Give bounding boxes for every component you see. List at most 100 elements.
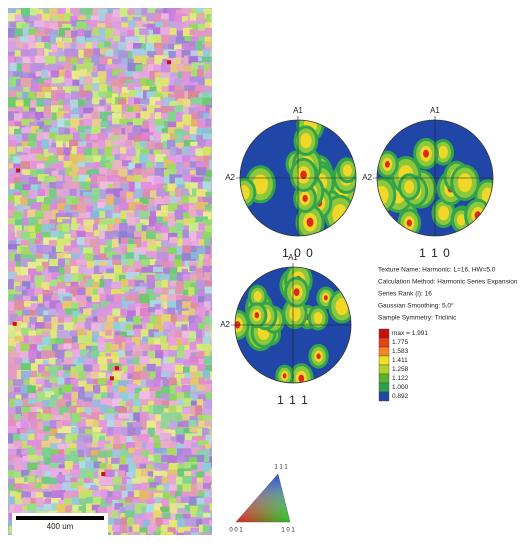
grain [146,323,154,332]
grain [29,316,41,328]
grain [120,435,133,445]
grain [211,42,212,55]
grain [118,50,131,63]
grain [84,384,97,397]
grain [111,288,125,299]
pf-blob [306,217,314,227]
grain [209,315,212,322]
grain [189,322,202,335]
grain [210,153,212,164]
grain [21,63,32,73]
grain [198,322,206,330]
grain [113,205,121,215]
grain [20,534,30,535]
grain [8,97,17,110]
grain [141,387,157,394]
grain [51,70,62,78]
grain [28,225,37,235]
grain [126,106,135,113]
grain [29,22,39,32]
grain [119,456,127,469]
grain [191,62,205,70]
grain [27,288,37,297]
grain [78,141,93,148]
grain [177,30,186,37]
grain [107,114,116,121]
grain [184,531,192,535]
grain [98,420,107,430]
grain [112,398,123,407]
legend-swatch [378,328,390,339]
grain [70,378,82,385]
grain [64,48,75,58]
grain [148,216,162,227]
grain [133,379,147,386]
grain [36,154,44,164]
grain [48,240,63,252]
grain [8,294,16,301]
grain [105,330,112,336]
grain [104,273,118,283]
grain [64,274,73,282]
grain [91,147,104,161]
grain [139,177,151,184]
grain [27,141,36,150]
grain [204,316,212,327]
grain [213,335,224,346]
grain [85,8,97,20]
grain [181,71,192,83]
grain [8,533,13,535]
grain [156,246,165,254]
legend-swatch [378,373,390,384]
grain [92,119,102,133]
grain [140,329,155,340]
grain [78,300,88,311]
grain [72,107,85,118]
grain [78,274,88,281]
grain [99,462,107,469]
grain [154,309,167,315]
grain [209,310,212,320]
grain [41,476,51,485]
grain [160,294,168,308]
grain [48,51,58,60]
grain [209,111,212,120]
grain [146,230,156,240]
grain [112,490,127,500]
grain [56,475,70,482]
grain [181,16,189,24]
grain [160,422,168,434]
grain [163,321,174,332]
grain [211,345,212,353]
grain [161,13,169,20]
grain [149,86,159,97]
grain [160,433,172,439]
grain [64,308,79,315]
grain [197,363,206,375]
grain [182,237,191,248]
grain [147,307,156,313]
grain [190,119,200,130]
grain [149,482,160,488]
grain [92,496,102,509]
grain [195,316,203,329]
grain [13,211,23,224]
grain [203,50,212,60]
grain [211,498,212,509]
grain [105,139,112,147]
grain [22,497,33,506]
grain [142,189,152,199]
grain [140,399,155,406]
grain [20,433,35,441]
grain [176,434,185,447]
grain [202,476,211,483]
grain [154,475,164,484]
grain [8,331,20,338]
grain [132,421,141,429]
grain [167,447,177,456]
grain [139,197,155,205]
grain [113,519,128,530]
grain [8,13,17,22]
grain [202,133,212,140]
grain [204,238,212,248]
